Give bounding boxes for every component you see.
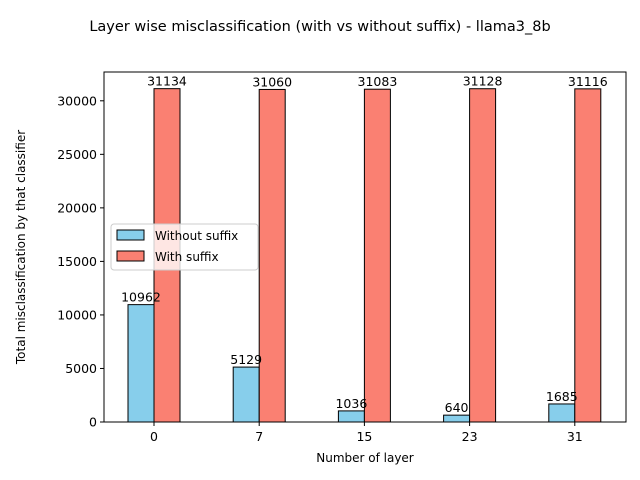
bar-value-label-with-suffix-layer-7: 31060 [252, 74, 292, 89]
legend-label-without-suffix: Without suffix [155, 229, 238, 243]
bar-value-label-without-suffix-layer-31: 1685 [546, 389, 578, 404]
bar-without-suffix-layer-31 [548, 403, 576, 423]
legend-swatch-without-suffix [116, 229, 145, 241]
y-axis: 0 5000 10000 15000 20000 25000 30000 [57, 93, 104, 430]
x-tick-label: 23 [462, 429, 478, 444]
bar-value-label-without-suffix-layer-15: 1036 [335, 396, 367, 411]
y-tick-label: 0 [89, 415, 97, 430]
bar-value-label-with-suffix-layer-31: 31116 [568, 74, 608, 89]
legend-box [110, 223, 259, 271]
x-tick-label: 0 [150, 429, 158, 444]
bar-value-label-without-suffix-layer-7: 5129 [230, 352, 262, 367]
y-tick-label: 20000 [57, 200, 97, 215]
bars-layer [127, 88, 602, 423]
y-tick-label: 5000 [65, 361, 97, 376]
bar-value-label-with-suffix-layer-0: 31134 [147, 74, 187, 89]
chart-title: Layer wise misclassification (with vs wi… [89, 19, 550, 35]
bar-value-label-with-suffix-layer-15: 31083 [358, 74, 398, 89]
legend-swatch-with-suffix [116, 250, 145, 262]
plot-frame [103, 71, 627, 423]
legend-label-with-suffix: With suffix [155, 250, 219, 264]
bar-with-suffix-layer-23 [469, 88, 497, 423]
y-axis-label: Total misclassification by that classifi… [14, 130, 28, 365]
bar-value-label-without-suffix-layer-23: 640 [445, 400, 469, 415]
bar-without-suffix-layer-15 [337, 410, 365, 423]
bar-with-suffix-layer-31 [574, 88, 602, 423]
bar-labels-layer: 10962 31134 5129 31060 1036 31083 640 31128 1685… [121, 74, 608, 415]
y-tick-label: 30000 [57, 93, 97, 108]
x-tick-label: 31 [567, 429, 583, 444]
bar-value-label-with-suffix-layer-23: 31128 [463, 74, 503, 89]
bar-without-suffix-layer-7 [232, 366, 260, 423]
x-axis-label: Number of layer [316, 451, 414, 465]
y-tick-label: 10000 [57, 307, 97, 322]
bar-with-suffix-layer-15 [363, 88, 391, 423]
bar-value-label-without-suffix-layer-0: 10962 [121, 290, 161, 305]
legend: Without suffix With suffix [110, 223, 259, 271]
bar-without-suffix-layer-0 [127, 304, 155, 423]
x-tick-label: 15 [356, 429, 372, 444]
bar-without-suffix-layer-23 [443, 414, 471, 423]
y-tick-label: 15000 [57, 254, 97, 269]
x-tick-label: 7 [255, 429, 263, 444]
y-tick-label: 25000 [57, 147, 97, 162]
x-axis: 0 7 15 23 31 [150, 422, 583, 444]
bar-with-suffix-layer-7 [258, 88, 286, 423]
